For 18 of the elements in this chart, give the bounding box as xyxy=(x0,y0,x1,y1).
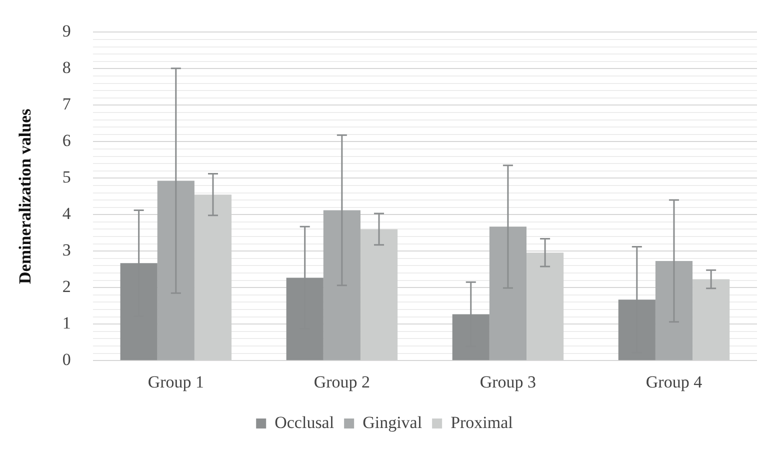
y-tick-label: 7 xyxy=(62,94,72,114)
y-axis-title: Demineralization values xyxy=(16,108,35,284)
y-tick-label: 5 xyxy=(62,168,71,187)
y-tick-label: 3 xyxy=(62,240,71,260)
y-tick-label: 6 xyxy=(62,131,71,150)
y-tick-label: 9 xyxy=(62,22,71,41)
x-tick-label: Group 1 xyxy=(148,372,204,392)
y-tick-label: 0 xyxy=(62,350,71,370)
legend-label: Occlusal xyxy=(274,412,334,432)
x-tick-label: Group 4 xyxy=(646,372,703,392)
legend-label: Gingival xyxy=(362,412,422,432)
x-tick-label: Group 2 xyxy=(314,372,370,392)
legend-label: Proximal xyxy=(450,412,514,432)
y-tick-label: 2 xyxy=(62,277,71,296)
y-tick-label: 8 xyxy=(62,58,71,78)
y-tick-label: 4 xyxy=(62,204,72,224)
x-tick-label: Group 3 xyxy=(480,372,536,392)
y-tick-label: 1 xyxy=(62,314,71,333)
